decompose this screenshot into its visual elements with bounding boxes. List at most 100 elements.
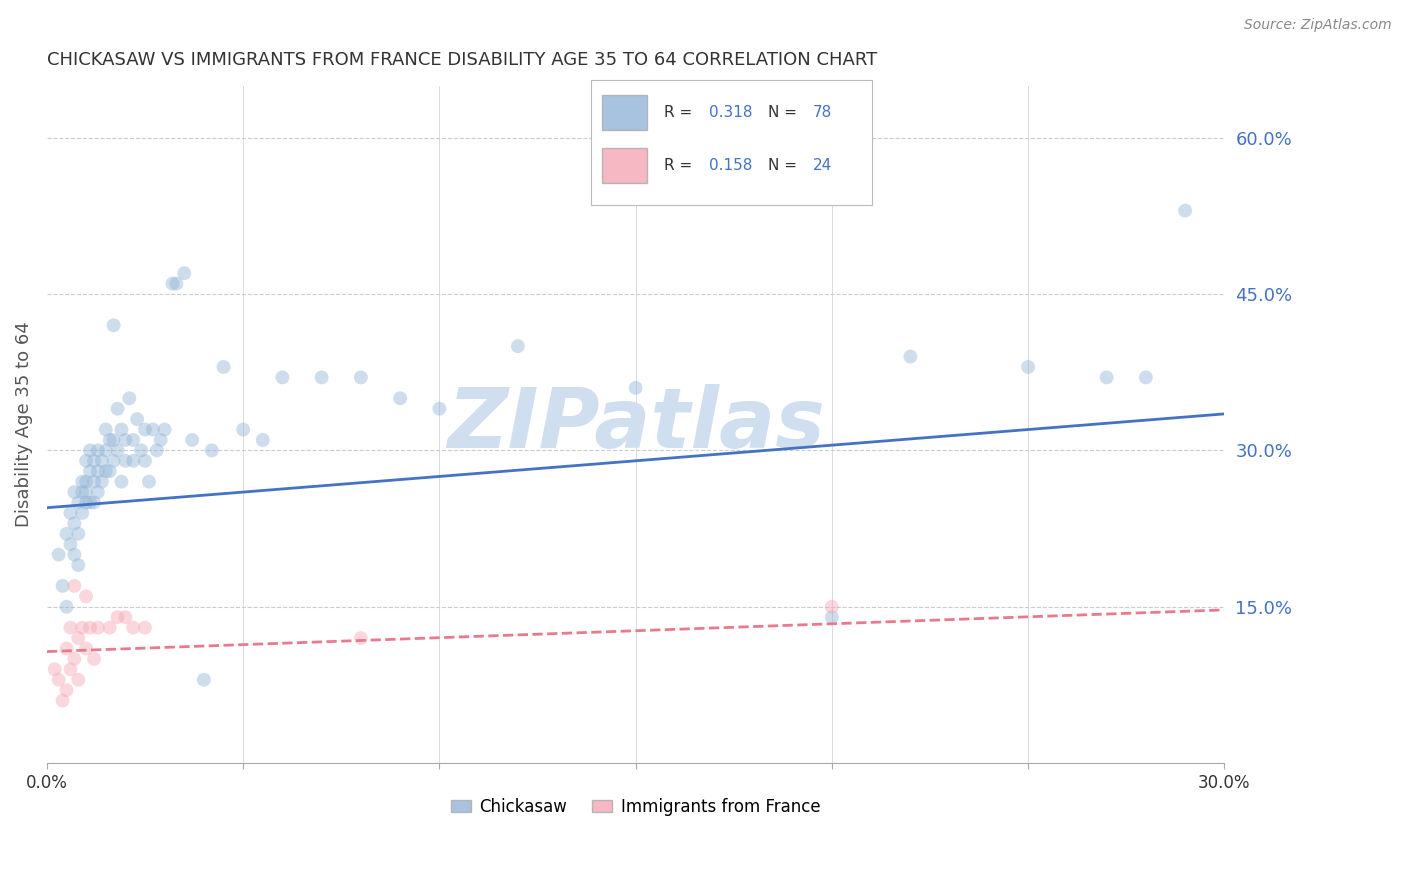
Point [162, 277, 184, 291]
Text: Source: ZipAtlas.com: Source: ZipAtlas.com [1244, 18, 1392, 32]
Point [75, 454, 97, 468]
Point [52, 579, 75, 593]
Point [110, 475, 132, 489]
Point [75, 495, 97, 509]
Point [212, 359, 235, 374]
Point [821, 599, 844, 614]
Point [70, 621, 93, 635]
Text: 0.158: 0.158 [709, 158, 752, 173]
Text: 0.318: 0.318 [709, 105, 752, 120]
Text: N =: N = [768, 158, 801, 173]
Point [129, 443, 152, 458]
Point [127, 412, 149, 426]
Point [59, 506, 82, 520]
Point [83, 495, 105, 509]
Point [67, 631, 90, 645]
Point [350, 631, 373, 645]
Point [67, 558, 90, 572]
Point [134, 621, 156, 635]
Point [1135, 370, 1157, 384]
Point [70, 506, 93, 520]
Point [181, 433, 204, 447]
Point [75, 641, 97, 656]
Point [70, 475, 93, 489]
Point [107, 401, 129, 416]
Point [94, 423, 117, 437]
Point [232, 423, 254, 437]
Point [48, 548, 70, 562]
Point [83, 454, 105, 468]
Point [122, 454, 145, 468]
Point [63, 485, 86, 500]
Point [311, 370, 333, 384]
Point [55, 641, 77, 656]
Text: 24: 24 [813, 158, 832, 173]
Point [271, 370, 294, 384]
Point [79, 495, 101, 509]
Point [83, 652, 105, 666]
Point [55, 526, 77, 541]
Text: CHICKASAW VS IMMIGRANTS FROM FRANCE DISABILITY AGE 35 TO 64 CORRELATION CHART: CHICKASAW VS IMMIGRANTS FROM FRANCE DISA… [46, 51, 877, 69]
Point [142, 423, 165, 437]
Point [114, 610, 136, 624]
Point [79, 621, 101, 635]
Point [107, 443, 129, 458]
Point [118, 391, 141, 405]
Point [821, 610, 844, 624]
Point [79, 443, 101, 458]
FancyBboxPatch shape [602, 148, 647, 183]
Point [427, 401, 450, 416]
Point [193, 673, 215, 687]
Point [110, 423, 132, 437]
Point [98, 621, 121, 635]
Point [87, 443, 110, 458]
Point [149, 433, 172, 447]
Point [52, 693, 75, 707]
Point [173, 266, 195, 280]
Point [201, 443, 224, 458]
Point [63, 548, 86, 562]
Point [48, 673, 70, 687]
Point [75, 485, 97, 500]
Point [67, 495, 90, 509]
Point [122, 433, 145, 447]
Point [44, 662, 66, 676]
Legend: Chickasaw, Immigrants from France: Chickasaw, Immigrants from France [444, 791, 827, 822]
Point [252, 433, 274, 447]
Point [1017, 359, 1039, 374]
Point [165, 277, 187, 291]
Point [75, 475, 97, 489]
Point [624, 381, 647, 395]
Point [146, 443, 169, 458]
Point [103, 318, 125, 333]
Point [67, 673, 90, 687]
Point [94, 464, 117, 478]
FancyBboxPatch shape [602, 95, 647, 130]
Point [63, 579, 86, 593]
Text: 78: 78 [813, 105, 832, 120]
Point [506, 339, 529, 353]
Point [898, 350, 921, 364]
Point [389, 391, 412, 405]
Text: R =: R = [664, 105, 697, 120]
Point [350, 370, 373, 384]
Point [134, 423, 156, 437]
Point [1095, 370, 1118, 384]
Point [114, 454, 136, 468]
Point [70, 485, 93, 500]
Point [90, 475, 112, 489]
Point [79, 464, 101, 478]
Point [83, 475, 105, 489]
Text: N =: N = [768, 105, 801, 120]
Point [87, 464, 110, 478]
Point [103, 454, 125, 468]
Point [94, 443, 117, 458]
Point [114, 433, 136, 447]
Point [87, 621, 110, 635]
Point [153, 423, 176, 437]
Point [59, 621, 82, 635]
Text: R =: R = [664, 158, 697, 173]
Point [67, 526, 90, 541]
Point [138, 475, 160, 489]
Point [90, 454, 112, 468]
